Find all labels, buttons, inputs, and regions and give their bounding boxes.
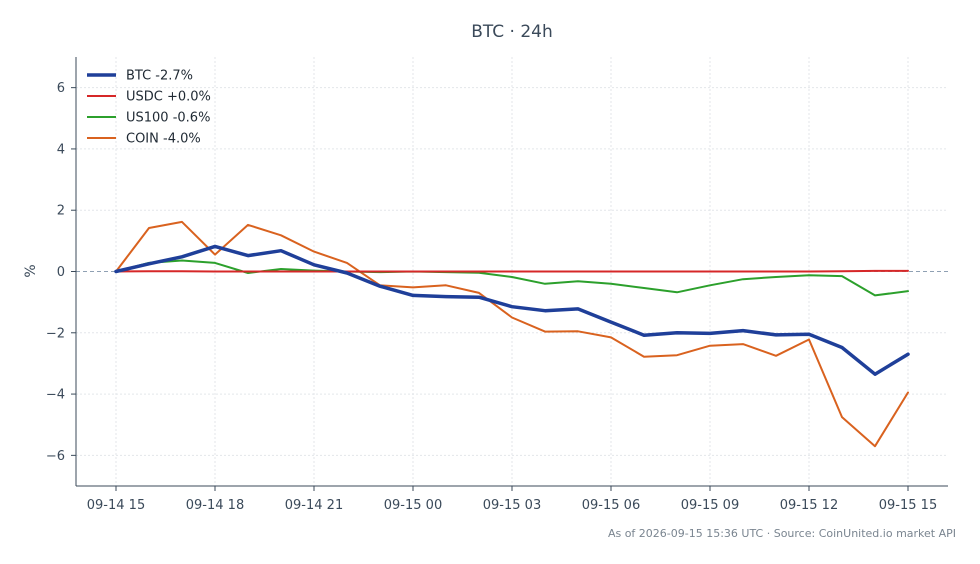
x-tick-label: 09-15 03: [483, 498, 541, 513]
legend: BTC -2.7% USDC +0.0% US100 -0.6% COIN -4.0%: [87, 69, 211, 147]
x-tick-label: 09-15 09: [681, 498, 739, 513]
legend-label: BTC -2.7%: [126, 69, 193, 84]
y-tick-label: −6: [46, 449, 65, 464]
y-tick-label: 0: [57, 265, 65, 280]
grid: [76, 57, 948, 486]
tick-labels: 09-14 15 09-14 18 09-14 21 09-15 00 09-15 03…: [46, 81, 937, 513]
legend-label: COIN -4.0%: [126, 132, 201, 147]
source-footer: As of 2026-09-15 15:36 UTC · Source: Coi…: [608, 527, 956, 540]
y-tick-label: 6: [57, 81, 65, 96]
series-line-btc: [114, 244, 910, 376]
x-tick-label: 09-14 18: [186, 498, 244, 513]
x-tick-label: 09-15 12: [780, 498, 838, 513]
x-tick-label: 09-14 21: [285, 498, 343, 513]
x-tick-label: 09-15 15: [879, 498, 937, 513]
y-tick-label: −2: [46, 326, 65, 341]
x-tick-label: 09-15 00: [384, 498, 442, 513]
x-tick-label: 09-14 15: [87, 498, 145, 513]
legend-label: US100 -0.6%: [126, 111, 210, 126]
legend-label: USDC +0.0%: [126, 90, 211, 105]
series-line-usdc: [115, 269, 909, 273]
series-line-coin: [115, 220, 909, 448]
y-axis-label: %: [23, 264, 39, 277]
y-tick-label: 2: [57, 204, 65, 219]
y-tick-label: 4: [57, 142, 65, 157]
series-line-us100: [115, 259, 909, 297]
series-lines: [114, 220, 910, 448]
chart-title: BTC · 24h: [471, 22, 553, 42]
axes: [71, 57, 948, 491]
y-tick-label: −4: [46, 388, 65, 403]
x-tick-label: 09-15 06: [582, 498, 640, 513]
